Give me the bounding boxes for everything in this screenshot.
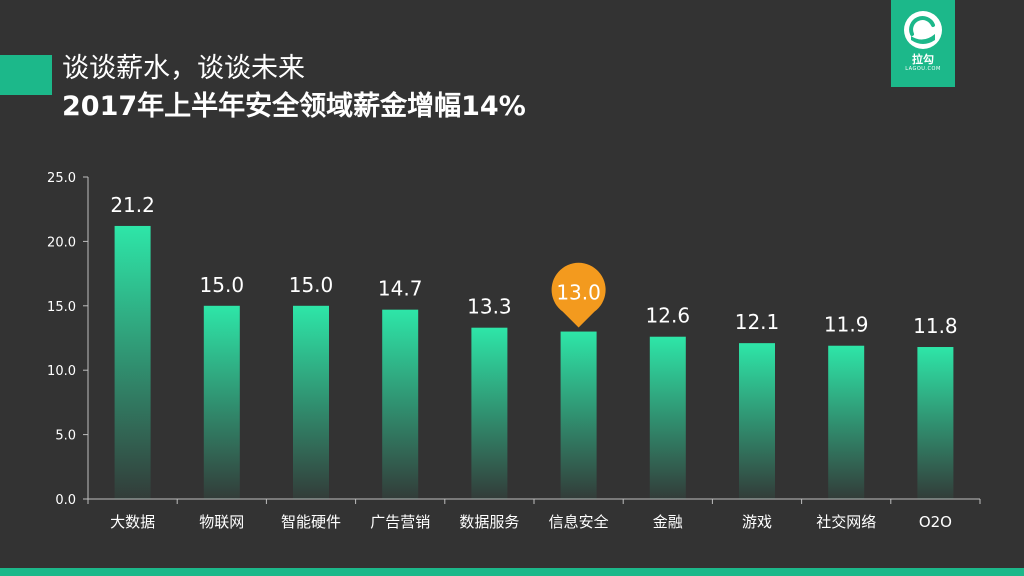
- y-tick-label: 20.0: [47, 235, 76, 250]
- value-label: 21.2: [110, 193, 155, 217]
- category-label: O2O: [919, 513, 952, 531]
- highlight-callout: [551, 262, 606, 328]
- category-label: 大数据: [110, 513, 155, 531]
- lagou-logo-icon: [904, 11, 942, 49]
- value-label: 15.0: [200, 273, 245, 297]
- category-label: 智能硬件: [281, 513, 341, 531]
- page-title: 谈谈薪水，谈谈未来 2017年上半年安全领域薪金增幅14%: [62, 50, 526, 126]
- category-label: 物联网: [199, 513, 244, 531]
- bar: [739, 343, 775, 499]
- value-label: 13.3: [467, 295, 512, 319]
- y-tick-label: 10.0: [47, 364, 76, 379]
- logo-name: 拉勾: [912, 53, 934, 66]
- value-label: 11.9: [824, 313, 869, 337]
- category-label: 社交网络: [816, 513, 876, 531]
- category-label: 游戏: [742, 513, 772, 531]
- value-label: 11.8: [913, 314, 958, 338]
- title-line-2: 2017年上半年安全领域薪金增幅14%: [62, 91, 526, 122]
- value-label: 12.1: [735, 310, 780, 334]
- bar: [382, 309, 419, 499]
- bar: [560, 331, 597, 499]
- bar: [203, 305, 240, 499]
- bar: [293, 305, 329, 499]
- category-label: 金融: [653, 513, 683, 531]
- y-tick-label: 0.0: [55, 493, 76, 508]
- value-label: 13.0: [556, 281, 601, 305]
- value-label: 12.6: [646, 304, 691, 328]
- y-tick-label: 5.0: [55, 429, 76, 444]
- category-label: 广告营销: [370, 513, 430, 531]
- value-label: 15.0: [289, 273, 334, 297]
- bar: [471, 327, 508, 499]
- category-label: 信息安全: [549, 513, 609, 531]
- bottom-accent-bar: [0, 568, 1024, 576]
- y-tick-label: 25.0: [47, 171, 76, 186]
- bar: [649, 336, 686, 499]
- accent-block: [0, 55, 52, 95]
- value-label: 14.7: [378, 277, 423, 301]
- bar: [917, 347, 954, 499]
- bar: [114, 225, 151, 499]
- y-tick-label: 15.0: [47, 300, 76, 315]
- logo-sub: LAGOU.COM: [905, 66, 941, 72]
- lagou-logo: 拉勾 LAGOU.COM: [891, 0, 955, 87]
- category-label: 数据服务: [459, 513, 519, 531]
- title-line-1: 谈谈薪水，谈谈未来: [62, 53, 305, 84]
- bar: [828, 345, 865, 499]
